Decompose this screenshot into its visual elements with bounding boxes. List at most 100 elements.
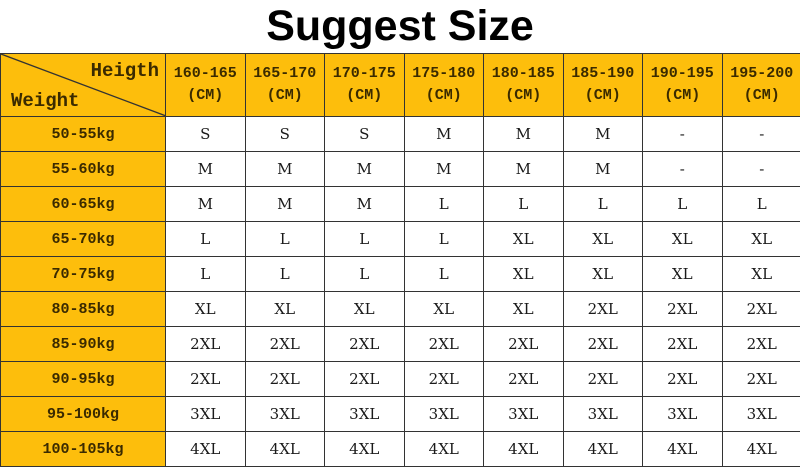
height-range: 160-165	[173, 65, 237, 82]
size-cell: S	[165, 116, 246, 152]
height-range: 180-185	[491, 65, 555, 82]
height-unit: (CM)	[664, 87, 701, 104]
size-cell: 3XL	[165, 396, 246, 432]
size-cell: XL	[642, 221, 723, 257]
size-cell: 2XL	[562, 291, 643, 327]
size-cell: 3XL	[324, 396, 405, 432]
size-cell: M	[324, 151, 405, 187]
size-cell: L	[483, 186, 564, 222]
size-cell: 3XL	[721, 396, 800, 432]
size-cell: L	[244, 256, 325, 292]
size-cell: 2XL	[324, 326, 405, 362]
size-cell: M	[244, 151, 325, 187]
size-cell: 4XL	[483, 431, 564, 467]
size-cell: L	[403, 221, 484, 257]
table-row: 70-75kg L L L L XL XL XL XL	[0, 256, 800, 292]
size-cell: XL	[483, 291, 564, 327]
size-cell: L	[403, 256, 484, 292]
size-cell: 2XL	[165, 326, 246, 362]
size-cell: 3XL	[642, 396, 723, 432]
size-cell: L	[165, 256, 246, 292]
table-row: 50-55kg S S S M M M - -	[0, 116, 800, 152]
size-cell: 4XL	[165, 431, 246, 467]
height-unit: (CM)	[266, 87, 303, 104]
weight-label: Weight	[11, 90, 80, 112]
size-chart-table: Heigth Weight 160-165 (CM) 165-170 (CM) 170-…	[0, 53, 800, 467]
weight-row-header: 65-70kg	[0, 221, 166, 257]
table-row: 85-90kg 2XL 2XL 2XL 2XL 2XL 2XL 2XL 2XL	[0, 326, 800, 362]
size-cell: L	[324, 221, 405, 257]
size-cell: 3XL	[403, 396, 484, 432]
height-column-header: 165-170 (CM)	[244, 53, 325, 117]
size-cell: M	[403, 116, 484, 152]
size-cell: XL	[244, 291, 325, 327]
size-cell: M	[165, 186, 246, 222]
size-cell: 2XL	[721, 361, 800, 397]
weight-row-header: 100-105kg	[0, 431, 166, 467]
diagonal-divider	[1, 54, 166, 116]
size-cell: 2XL	[562, 326, 643, 362]
size-cell: L	[165, 221, 246, 257]
weight-row-header: 90-95kg	[0, 361, 166, 397]
size-cell: 2XL	[483, 361, 564, 397]
size-cell: XL	[721, 256, 800, 292]
height-unit: (CM)	[505, 87, 542, 104]
height-unit: (CM)	[584, 87, 621, 104]
size-cell: M	[562, 151, 643, 187]
size-cell: S	[324, 116, 405, 152]
size-cell: 3XL	[244, 396, 325, 432]
size-cell: XL	[642, 256, 723, 292]
size-cell: 3XL	[562, 396, 643, 432]
size-cell: L	[244, 221, 325, 257]
size-cell: 2XL	[165, 361, 246, 397]
table-row: 100-105kg 4XL 4XL 4XL 4XL 4XL 4XL 4XL 4XL	[0, 431, 800, 467]
size-cell: M	[483, 151, 564, 187]
table-row: 90-95kg 2XL 2XL 2XL 2XL 2XL 2XL 2XL 2XL	[0, 361, 800, 397]
height-column-header: 185-190 (CM)	[562, 53, 643, 117]
size-cell: XL	[562, 256, 643, 292]
size-cell: 3XL	[483, 396, 564, 432]
size-cell: L	[324, 256, 405, 292]
height-column-header: 160-165 (CM)	[165, 53, 246, 117]
table-row: 55-60kg M M M M M M - -	[0, 151, 800, 187]
height-unit: (CM)	[346, 87, 383, 104]
weight-row-header: 70-75kg	[0, 256, 166, 292]
size-cell: 2XL	[642, 326, 723, 362]
height-range: 195-200	[730, 65, 794, 82]
size-cell: XL	[483, 256, 564, 292]
size-cell: M	[324, 186, 405, 222]
size-cell: XL	[165, 291, 246, 327]
size-cell: 2XL	[642, 361, 723, 397]
height-column-header: 175-180 (CM)	[403, 53, 484, 117]
size-cell: L	[562, 186, 643, 222]
size-cell: 2XL	[483, 326, 564, 362]
weight-row-header: 55-60kg	[0, 151, 166, 187]
table-row: 80-85kg XL XL XL XL XL 2XL 2XL 2XL	[0, 291, 800, 327]
size-cell: 2XL	[403, 326, 484, 362]
weight-row-header: 50-55kg	[0, 116, 166, 152]
size-cell: 4XL	[562, 431, 643, 467]
size-cell: L	[403, 186, 484, 222]
size-cell: 2XL	[403, 361, 484, 397]
size-cell: XL	[483, 221, 564, 257]
weight-row-header: 60-65kg	[0, 186, 166, 222]
size-cell: -	[642, 151, 723, 187]
height-range: 185-190	[571, 65, 635, 82]
size-cell: 4XL	[324, 431, 405, 467]
size-cell: -	[721, 116, 800, 152]
size-cell: XL	[562, 221, 643, 257]
size-cell: M	[483, 116, 564, 152]
size-cell: 2XL	[244, 326, 325, 362]
size-cell: M	[403, 151, 484, 187]
size-cell: M	[244, 186, 325, 222]
table-row: 95-100kg 3XL 3XL 3XL 3XL 3XL 3XL 3XL 3XL	[0, 396, 800, 432]
size-cell: S	[244, 116, 325, 152]
height-column-header: 195-200 (CM)	[721, 53, 800, 117]
height-unit: (CM)	[425, 87, 462, 104]
height-unit: (CM)	[743, 87, 780, 104]
size-cell: 2XL	[562, 361, 643, 397]
size-cell: 2XL	[324, 361, 405, 397]
height-column-header: 170-175 (CM)	[324, 53, 405, 117]
size-cell: 2XL	[642, 291, 723, 327]
size-cell: L	[642, 186, 723, 222]
